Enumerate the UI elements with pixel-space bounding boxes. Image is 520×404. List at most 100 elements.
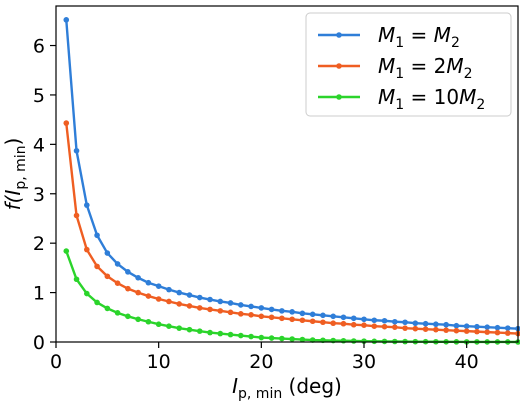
data-point [350, 315, 357, 322]
legend-label: M1 = 2M2 [378, 54, 473, 82]
data-point [412, 320, 419, 327]
x-tick-label: 10 [147, 351, 171, 373]
data-point [279, 315, 285, 322]
data-point [207, 306, 213, 313]
data-point [238, 311, 244, 317]
data-point [207, 329, 213, 336]
data-point [371, 317, 378, 324]
data-point [145, 318, 152, 325]
data-point [330, 320, 337, 327]
data-point [73, 147, 80, 154]
data-point [309, 318, 316, 325]
legend-marker [336, 32, 342, 38]
data-point [268, 314, 275, 321]
data-point [114, 310, 121, 316]
data-point [227, 300, 234, 306]
data-point [279, 335, 285, 342]
data-point [176, 289, 182, 296]
data-point [392, 324, 398, 330]
legend-item: M1 = 10M2 [318, 85, 485, 113]
data-point [289, 309, 295, 315]
x-tick-label: 30 [352, 351, 376, 373]
y-tick-label: 5 [33, 85, 45, 107]
data-point [494, 324, 501, 331]
data-point [104, 305, 111, 312]
x-tick-label: 40 [455, 351, 479, 373]
data-point [484, 324, 491, 330]
data-point [217, 298, 224, 305]
legend-box [305, 12, 512, 117]
data-point [135, 316, 141, 323]
data-point [238, 302, 244, 308]
x-tick-label: 0 [50, 351, 62, 373]
data-point [125, 269, 131, 275]
data-point [463, 328, 470, 334]
data-point [320, 319, 326, 326]
data-point [412, 325, 419, 332]
data-point [422, 326, 429, 332]
y-axis-label: f(Ip, min) [1, 138, 29, 211]
data-point [392, 318, 398, 325]
data-point [248, 333, 254, 340]
data-point [125, 313, 131, 320]
data-point [155, 296, 162, 302]
data-point [84, 246, 90, 253]
data-point [309, 311, 316, 318]
data-point [279, 308, 285, 314]
data-point [63, 248, 70, 254]
data-point [145, 279, 152, 286]
x-axis-label: Ip, min (deg) [232, 374, 342, 402]
data-point [63, 17, 70, 23]
data-point [474, 323, 480, 330]
plot-frame [55, 5, 519, 343]
data-point [186, 292, 193, 298]
data-point [299, 336, 306, 343]
data-point [268, 306, 275, 313]
x-tick-label: 20 [249, 351, 273, 373]
legend-item: M1 = M2 [318, 23, 460, 51]
data-point [402, 325, 408, 331]
data-point [340, 337, 347, 344]
data-point [361, 322, 367, 329]
data-point [494, 329, 501, 336]
data-point [453, 322, 460, 329]
data-point [176, 325, 182, 331]
legend: M1 = M2 M1 = 2M2 M1 = 10M2 [305, 12, 512, 117]
legend-marker [336, 63, 342, 69]
data-point [381, 323, 388, 330]
data-point [94, 299, 100, 306]
series-line [65, 250, 519, 344]
data-point [443, 321, 449, 328]
data-point [166, 323, 172, 329]
legend-label: M1 = M2 [378, 23, 460, 51]
data-point [330, 313, 337, 320]
data-point [135, 289, 141, 296]
data-point [258, 313, 265, 320]
data-point [433, 326, 439, 333]
data-point [350, 321, 357, 328]
data-point [114, 261, 121, 267]
data-point [371, 323, 378, 329]
data-point [474, 328, 480, 335]
data-point [196, 305, 203, 311]
y-tick-label: 6 [33, 36, 45, 58]
y-tick-label: 1 [33, 283, 45, 305]
data-point [463, 323, 470, 329]
data-point [104, 273, 111, 280]
y-tick-label: 2 [33, 233, 45, 255]
data-point [453, 327, 460, 334]
data-point [94, 232, 100, 239]
data-point [422, 320, 429, 327]
data-point [227, 309, 234, 316]
data-point [84, 202, 90, 208]
data-point [289, 336, 295, 342]
data-point [217, 330, 224, 337]
data-point [340, 320, 347, 327]
series-line [65, 122, 519, 335]
y-tick-label: 0 [33, 332, 45, 354]
data-point [433, 321, 439, 328]
data-point [125, 285, 131, 292]
data-point [320, 312, 326, 319]
data-point [402, 319, 408, 326]
